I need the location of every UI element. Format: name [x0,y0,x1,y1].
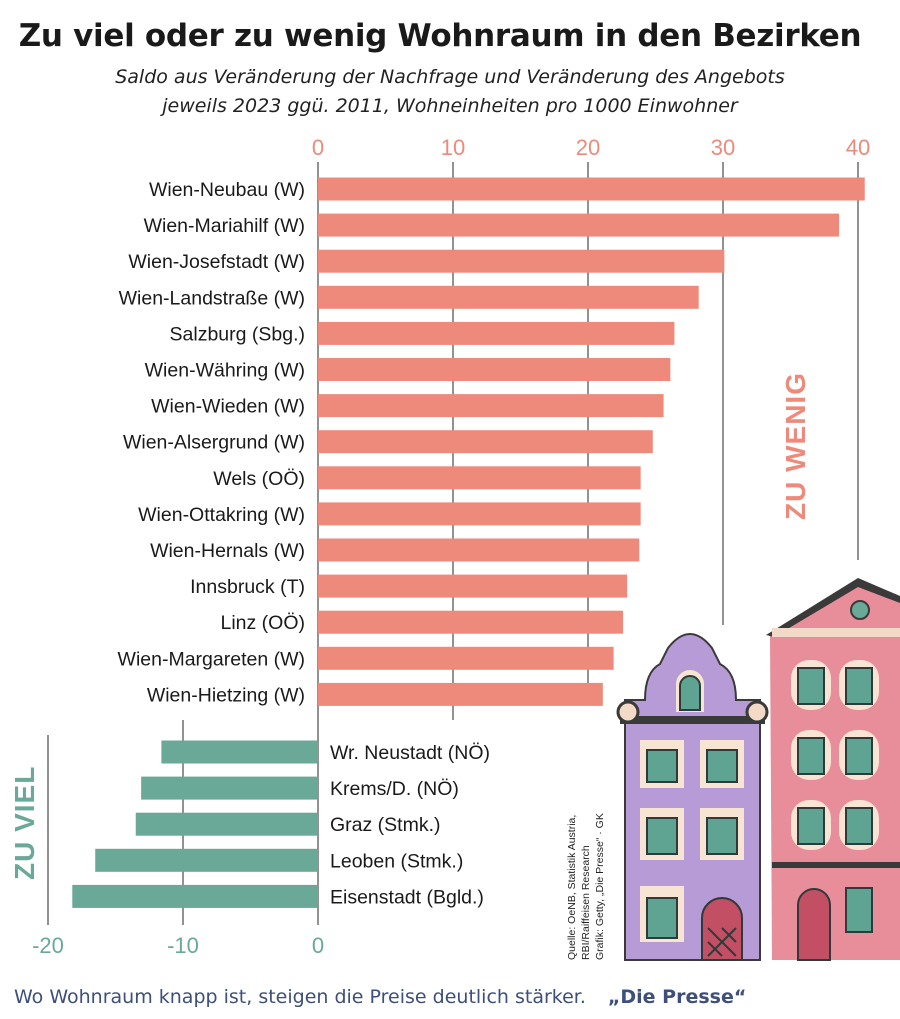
category-label-0: Wien-Neubau (W) [149,179,305,201]
bar-5 [318,358,671,381]
chart-subtitle-line1: Saldo aus Veränderung der Nachfrage und … [115,66,785,88]
category-label-19: Eisenstadt (Bgld.) [330,886,484,908]
category-labels: Wien-Neubau (W) Wien-Mariahilf (W) Wien-Jo… [118,179,490,908]
caption-brand: „Die Presse“ [607,986,747,1008]
category-label-3: Wien-Landstraße (W) [119,287,305,309]
bar-0 [318,177,865,201]
tick-bottom-0: 0 [312,933,324,958]
bar-14 [318,682,603,706]
chart-title: Zu viel oder zu wenig Wohnraum in den Be… [18,18,862,54]
bar-1 [318,213,840,237]
category-label-17: Graz (Stmk.) [330,814,441,836]
bar-17 [135,812,318,836]
category-label-9: Wien-Ottakring (W) [138,504,305,526]
category-label-10: Wien-Hernals (W) [150,540,305,562]
pink-house [766,578,900,961]
category-label-12: Linz (OÖ) [220,612,305,634]
category-label-11: Innsbruck (T) [190,576,305,598]
bar-9 [318,502,641,526]
category-label-2: Wien-Josefstadt (W) [128,251,305,273]
tick-bottom--20: -20 [32,933,64,958]
category-label-16: Krems/D. (NÖ) [330,778,459,800]
bar-10 [318,538,640,562]
category-label-15: Wr. Neustadt (NÖ) [330,742,490,764]
source-line-2: RBI/Raiffeisen Research [580,845,592,960]
purple-house [616,633,769,961]
bar-15 [161,740,318,764]
tick-top-30: 30 [711,135,735,160]
tick-top-20: 20 [576,135,600,160]
bar-2 [318,249,725,273]
category-label-13: Wien-Margareten (W) [118,648,305,670]
category-label-7: Wien-Alsergrund (W) [123,432,305,454]
caption-text: Wo Wohnraum knapp ist, steigen die Preis… [14,986,586,1008]
bar-8 [318,466,641,490]
category-label-18: Leoben (Stmk.) [330,850,463,872]
tick-bottom--10: -10 [167,933,199,958]
chart-subtitle-line2: jeweils 2023 ggü. 2011, Wohneinheiten pr… [162,95,738,117]
bar-6 [318,394,664,418]
category-label-6: Wien-Wieden (W) [151,396,305,418]
category-label-1: Wien-Mariahilf (W) [144,215,305,237]
bar-7 [318,430,653,454]
bar-13 [318,646,614,670]
category-label-4: Salzburg (Sbg.) [170,323,305,345]
category-label-14: Wien-Hietzing (W) [147,684,305,706]
tick-labels: 0 10 20 30 40 -20 -10 0 [32,135,870,958]
bar-11 [318,574,628,598]
tick-top-40: 40 [846,135,870,160]
tick-top-10: 10 [441,135,465,160]
too-much-label: ZU VIEL [9,766,40,880]
source-line-3: Grafik: Getty, „Die Presse“ · GK [594,813,606,960]
source-line-1: Quelle: OeNB, Statistik Austria, [566,815,578,960]
bar-19 [72,884,318,908]
too-little-label: ZU WENIG [780,372,811,520]
bar-12 [318,610,624,634]
bar-18 [95,848,318,872]
caption: Wo Wohnraum knapp ist, steigen die Preis… [14,986,746,1008]
bar-4 [318,321,675,345]
bar-3 [318,285,699,309]
bars [72,177,865,908]
bar-16 [141,776,318,800]
category-label-8: Wels (OÖ) [213,468,305,490]
category-label-5: Wien-Währing (W) [145,360,305,382]
houses-illustration [616,578,900,961]
source-note: Quelle: OeNB, Statistik Austria, RBI/Rai… [566,813,606,960]
tick-top-0: 0 [312,135,324,160]
